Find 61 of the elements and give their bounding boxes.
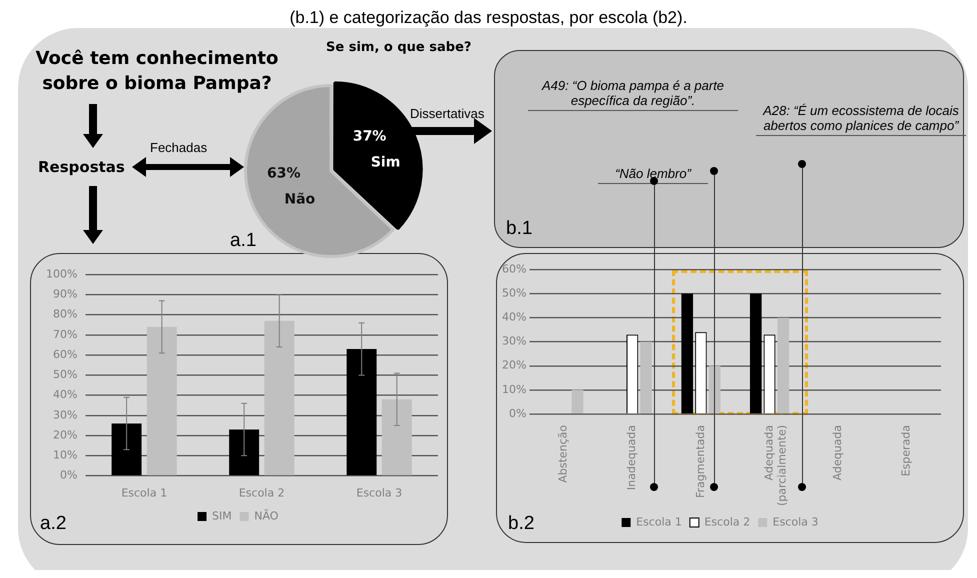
y-tick-label: 60% (52, 348, 78, 361)
x-tick-label: Adequada (parcialmente) (762, 424, 789, 506)
x-tick-label: Escola 1 (121, 486, 168, 500)
x-tick-label: Esperada (900, 424, 913, 476)
x-tick-label: Adequada (830, 424, 844, 480)
text: Você tem conhecimento sobre o bioma Pampa? (34, 47, 280, 96)
text: a.1 (230, 230, 256, 252)
bar (750, 294, 762, 414)
text: A49: “O bioma pampa é a parte específica da região”. (528, 78, 738, 111)
y-tick-label: 80% (52, 308, 78, 321)
data-label: 37% (352, 128, 386, 144)
y-tick-label: 10% (52, 448, 78, 462)
x-tick-label: Escola 2 (238, 486, 285, 500)
text: Respostas (38, 158, 125, 176)
x-tick-label: Fragmentada (694, 424, 707, 498)
text: Dissertativas (410, 106, 484, 121)
bar (681, 294, 694, 414)
y-tick-label: 50% (52, 368, 78, 382)
bar (382, 399, 412, 476)
slice-label: Sim (370, 154, 400, 170)
legend-label: Escola 1 (636, 515, 682, 528)
legend-label: SIM (212, 509, 232, 522)
y-tick-label: 40% (52, 388, 78, 402)
text: Se sim, o que sabe? (326, 40, 472, 55)
y-tick-label: 50% (502, 286, 526, 300)
bar (112, 423, 142, 476)
legend-label: Escola 2 (704, 515, 750, 528)
text: Fechadas (150, 140, 208, 155)
bar (640, 342, 652, 414)
text: a.2 (40, 513, 66, 535)
y-tick-label: 100% (46, 267, 78, 280)
x-tick-label: Escola 3 (356, 486, 402, 500)
text: A28: “É um ecossistema de locais abertos como planices de campo” (756, 103, 966, 136)
y-tick-label: 10% (502, 382, 526, 396)
y-tick-label: 0% (508, 406, 526, 420)
y-tick-label: 90% (52, 288, 78, 301)
x-tick-label: Abstenção (556, 424, 570, 483)
bar (346, 349, 377, 476)
bar (264, 320, 294, 476)
text: “Não lembro” (598, 166, 708, 184)
bar (708, 366, 720, 414)
y-tick-label: 20% (52, 428, 78, 442)
x-tick-label: Inadequada (625, 424, 638, 490)
text: b.1 (506, 218, 532, 240)
bar (146, 326, 177, 476)
legend-label: Escola 3 (772, 515, 818, 528)
text: b.2 (508, 513, 534, 535)
y-tick-label: 0% (60, 468, 78, 482)
y-tick-label: 30% (52, 408, 78, 422)
bar (572, 390, 584, 414)
y-tick-label: 20% (502, 358, 526, 372)
slice-label: Não (284, 192, 316, 208)
legend-label: NÃO (254, 508, 279, 522)
y-tick-label: 70% (52, 328, 78, 341)
y-tick-label: 30% (502, 334, 526, 348)
data-label: 63% (267, 166, 301, 182)
bar (229, 430, 260, 476)
bar (777, 318, 790, 414)
y-tick-label: 60% (502, 262, 526, 276)
y-tick-label: 40% (502, 310, 526, 324)
text: (b.1) e categorização das respostas, por escola (b2). (288, 8, 688, 28)
